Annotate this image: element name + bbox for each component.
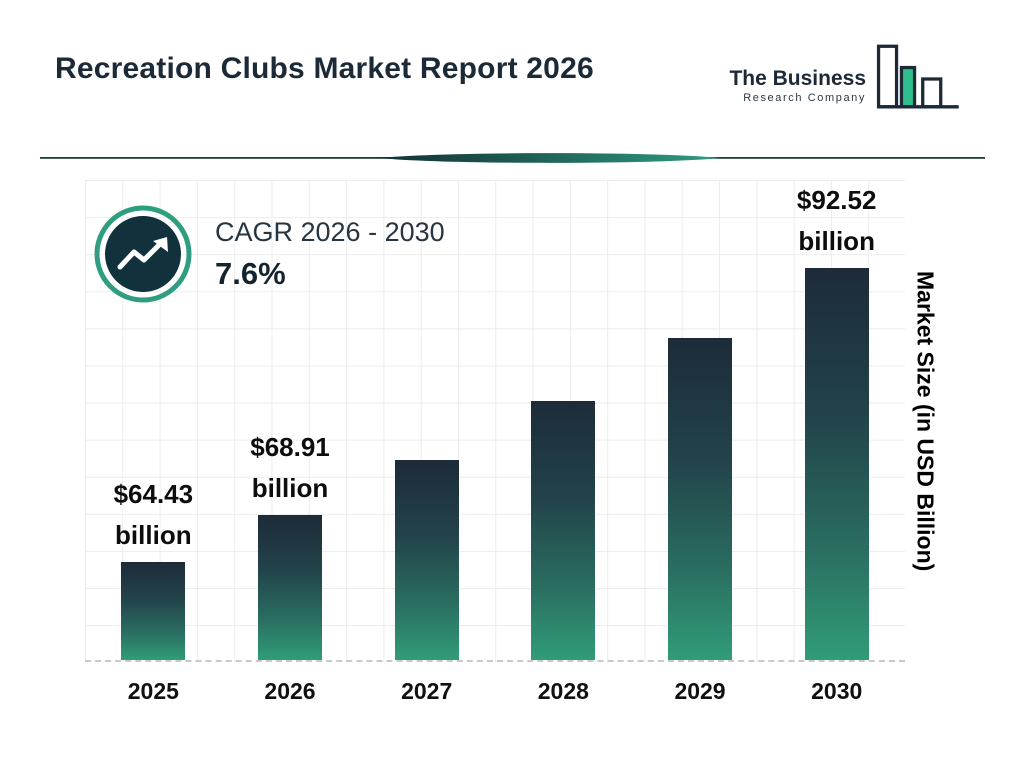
cagr-label: CAGR 2026 - 2030 [215, 216, 445, 247]
cagr-callout: CAGR 2026 - 2030 7.6% [93, 204, 445, 304]
bar-value-label-2026: $68.91 billion [250, 427, 330, 508]
header-divider [40, 150, 985, 166]
logo-subname: Research Company [743, 92, 866, 104]
bar-column-2030: $92.52 billion [768, 180, 905, 660]
bar-chart-plot: $64.43 billion $68.91 billion $92.52 billion [85, 180, 905, 662]
x-tick-2028: 2028 [537, 678, 589, 704]
value-amount: $92.52 [796, 185, 877, 216]
bar-2025 [121, 562, 186, 660]
bar-2029 [668, 338, 733, 660]
company-logo: The Business Research Company [729, 38, 962, 120]
x-tick-2030: 2030 [811, 678, 863, 704]
y-axis-title: Market Size (in USD Billion) [912, 270, 939, 572]
bar-value-label-2030: $92.52 billion [797, 180, 877, 261]
value-unit: billion [798, 225, 875, 256]
value-amount: $68.91 [250, 432, 330, 463]
value-unit: billion [115, 519, 192, 550]
bar-2030 [804, 268, 869, 660]
x-tick-2027: 2027 [401, 678, 453, 704]
logo-text: The Business Research Company [729, 67, 866, 104]
value-amount: $64.43 [113, 479, 194, 510]
bar-2027 [394, 460, 459, 660]
cagr-value: 7.6% [215, 255, 286, 291]
bar-column-2027 [358, 180, 495, 660]
bar-column-2028 [495, 180, 632, 660]
bar-column-2025: $64.43 billion [85, 180, 222, 660]
logo-name: The Business [729, 66, 866, 90]
x-tick-2025: 2025 [127, 678, 179, 704]
x-tick-2026: 2026 [264, 678, 316, 704]
bar-2028 [531, 401, 596, 660]
cagr-text: CAGR 2026 - 2030 7.6% [215, 217, 445, 292]
trend-arrow-icon [94, 205, 192, 303]
bar-column-2029 [632, 180, 769, 660]
bar-2026 [258, 515, 322, 660]
bar-value-label-2025: $64.43 billion [114, 474, 194, 555]
page-title: Recreation Clubs Market Report 2026 [55, 52, 594, 85]
bar-column-2026: $68.91 billion [222, 180, 359, 660]
x-axis-labels: 2025 2026 2027 2028 2029 2030 [85, 678, 905, 705]
x-tick-2029: 2029 [674, 678, 726, 704]
value-unit: billion [251, 472, 329, 503]
logo-bar-chart-icon [876, 44, 959, 109]
